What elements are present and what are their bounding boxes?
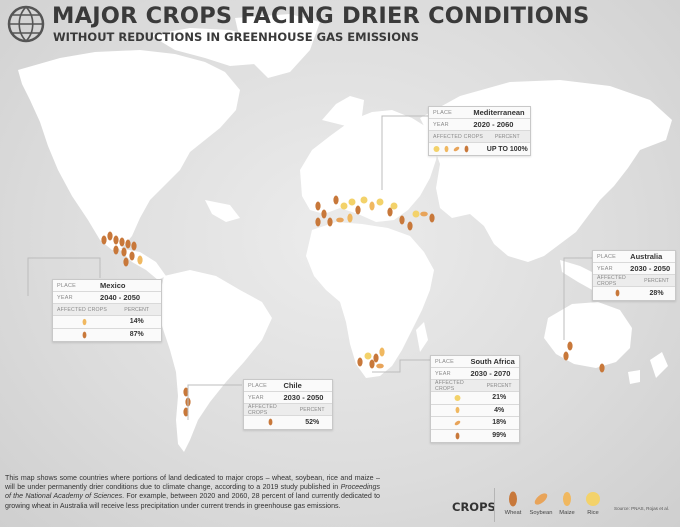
leader-lines: [27, 115, 592, 420]
globe-logo-icon: [7, 5, 45, 43]
soybean-icon: [453, 146, 460, 152]
card-mexico: PLACE Mexico YEAR 2040 - 2050 AFFECTED CRO…: [52, 279, 162, 342]
year-value: 2030 - 2070: [470, 369, 511, 378]
crop-icons: [53, 331, 112, 339]
place-value: Australia: [630, 252, 663, 261]
page-subtitle: WITHOUT REDUCTIONS IN GREENHOUSE GAS EMI…: [53, 30, 419, 44]
place-value: Chile: [283, 381, 302, 390]
legend-item-rice: Rice: [579, 488, 607, 516]
year-label: YEAR: [57, 294, 73, 301]
page-title: MAJOR CROPS FACING DRIER CONDITIONS: [52, 3, 590, 29]
crop-icons: [431, 432, 479, 440]
maize-icon: [82, 318, 87, 325]
maize-icon: [563, 492, 571, 506]
description-part2: . For example, between 2020 and 2060, 28…: [5, 492, 380, 510]
place-label: PLACE: [597, 253, 617, 260]
markers-south-africa: [357, 347, 385, 369]
percent-label: PERCENT: [299, 406, 325, 413]
percent-value: 87%: [129, 331, 144, 339]
percent-value: 18%: [492, 419, 507, 427]
percent-label: PERCENT: [494, 133, 520, 140]
place-label: PLACE: [435, 358, 455, 365]
legend-label: Soybean: [529, 510, 553, 516]
crop-icons: [431, 419, 479, 427]
legend-label: Wheat: [504, 510, 522, 516]
europe: [300, 110, 440, 222]
source-credit: Source: PNAS, Rojas et al.: [614, 506, 670, 511]
year-label: YEAR: [597, 265, 613, 272]
legend-item-soybean: Soybean: [527, 488, 555, 516]
place-label: PLACE: [433, 109, 453, 116]
place-value: Mediterranean: [473, 108, 525, 117]
place-label: PLACE: [248, 382, 268, 389]
rice-icon: [454, 394, 461, 401]
card-australia: PLACE Australia YEAR 2030 - 2050 AFFECTED …: [592, 250, 676, 301]
year-label: YEAR: [248, 394, 264, 401]
percent-value: 21%: [492, 394, 507, 402]
crop-icons: [593, 289, 638, 297]
rice-icon: [433, 146, 440, 152]
description-part1: This map shows some countries where port…: [5, 474, 380, 492]
year-value: 2020 - 2060: [473, 120, 514, 129]
crop-icons: [431, 406, 479, 414]
legend-item-maize: Maize: [553, 488, 581, 516]
year-label: YEAR: [433, 121, 449, 128]
rice-icon: [586, 492, 600, 506]
wheat-icon: [268, 418, 273, 426]
year-value: 2030 - 2050: [283, 393, 324, 402]
north-america: [18, 50, 240, 250]
markers-australia: [563, 341, 605, 373]
africa: [306, 222, 434, 378]
year-label: YEAR: [435, 370, 451, 377]
maize-icon: [455, 407, 460, 414]
percent-label: PERCENT: [486, 382, 512, 389]
crop-icons: [53, 318, 112, 326]
card-mediterranean: PLACE Mediterranean YEAR 2020 - 2060 AFFEC…: [428, 106, 531, 156]
affected-label: AFFECTED CROPS: [435, 379, 464, 392]
affected-label: AFFECTED CROPS: [57, 306, 108, 313]
legend-item-wheat: Wheat: [499, 488, 527, 516]
place-label: PLACE: [57, 282, 77, 289]
affected-label: AFFECTED CROPS: [597, 274, 626, 287]
australia: [544, 302, 632, 368]
maize-icon: [444, 145, 449, 153]
wheat-icon: [464, 145, 469, 153]
south-america: [158, 270, 272, 452]
place-value: South Africa: [470, 357, 515, 366]
crop-icons: [429, 145, 485, 153]
crop-icons: [244, 418, 292, 426]
markers-mediterranean: [315, 195, 435, 231]
markers-mexico: [101, 231, 143, 267]
percent-label: PERCENT: [124, 306, 150, 313]
journal-name: Proceedings of the National Academy of S…: [5, 483, 380, 501]
wheat-icon: [615, 289, 620, 297]
wheat-icon: [82, 331, 87, 339]
percent-value: 4%: [494, 406, 505, 414]
year-value: 2030 - 2050: [630, 264, 671, 273]
percent-value: UP TO 100%: [486, 145, 528, 153]
legend-label: Maize: [559, 510, 575, 516]
crops-legend: Wheat Soybean Maize Rice: [494, 488, 606, 522]
place-value: Mexico: [100, 281, 126, 290]
card-chile: PLACE Chile YEAR 2030 - 2050 AFFECTED CROP…: [243, 379, 333, 430]
description-paragraph: This map shows some countries where port…: [5, 474, 380, 511]
percent-label: PERCENT: [644, 277, 669, 284]
affected-label: AFFECTED CROPS: [248, 403, 277, 416]
affected-label: AFFECTED CROPS: [433, 133, 484, 140]
percent-value: 99%: [492, 432, 507, 440]
wheat-icon: [509, 491, 517, 507]
percent-value: 28%: [649, 289, 664, 297]
percent-value: 52%: [305, 418, 320, 426]
card-south-africa: PLACE South Africa YEAR 2030 - 2070 AFFECT…: [430, 355, 520, 443]
legend-title: CROPS: [452, 500, 496, 514]
crop-icons: [431, 394, 479, 402]
percent-value: 14%: [129, 318, 144, 326]
soybean-icon: [534, 493, 548, 505]
legend-label: Rice: [587, 510, 599, 516]
wheat-icon: [455, 432, 460, 440]
soybean-icon: [454, 420, 460, 426]
year-value: 2040 - 2050: [100, 293, 141, 302]
